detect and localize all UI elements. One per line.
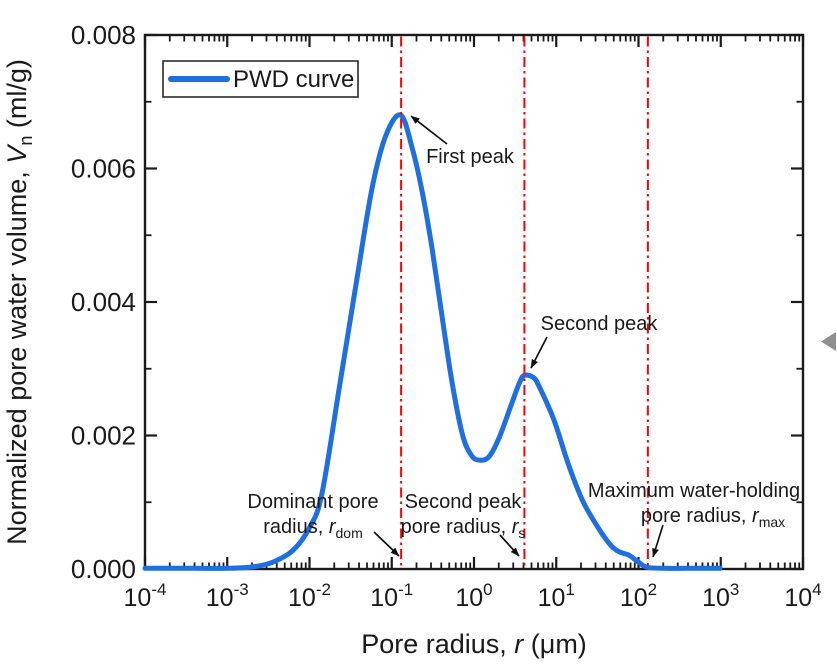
annotation-text: Dominant pore xyxy=(247,491,378,513)
y-tick-label: 0.004 xyxy=(71,287,136,317)
x-tick-label: 10-2 xyxy=(288,580,331,612)
annotation-second-peak: Second peak xyxy=(530,313,659,369)
x-tick-label: 104 xyxy=(784,580,821,612)
pwd-curve xyxy=(142,112,723,571)
x-tick-label: 101 xyxy=(538,580,575,612)
annotation-text: radius, rdom xyxy=(263,516,363,541)
annotation-text: Second peak xyxy=(541,313,659,335)
panel-collapse-arrow-icon[interactable] xyxy=(821,332,836,351)
x-tick-label: 103 xyxy=(702,580,739,612)
x-tick-label: 10-4 xyxy=(124,580,167,612)
annotation-arrow xyxy=(499,534,520,557)
y-tick-label: 0.000 xyxy=(71,554,136,584)
y-tick-label: 0.008 xyxy=(71,20,136,50)
x-tick-label: 10-1 xyxy=(370,580,413,612)
annotation-dominant-pore-radius: Dominant pore radius, rdom xyxy=(247,491,400,557)
annotation-arrow xyxy=(652,524,664,558)
annotation-text: pore radius, rs xyxy=(401,516,526,541)
legend: PWD curve xyxy=(162,60,359,98)
x-tick-label: 102 xyxy=(620,580,657,612)
x-tick-label: 10-3 xyxy=(206,580,249,612)
x-axis-title: Pore radius, r (μm) xyxy=(361,629,587,659)
y-tick-label: 0.002 xyxy=(71,421,136,451)
tick-labels: 10-4 10-3 10-2 10-1 100 101 102 103 104 0.000 0.00… xyxy=(71,20,822,612)
annotation-first-peak: First peak xyxy=(410,115,515,168)
annotation-arrow xyxy=(373,531,400,557)
annotation-text: Maximum water-holding xyxy=(588,480,800,502)
annotation-text: pore radius, rmax xyxy=(641,505,785,530)
annotation-maximum-water-holding-pore-radius: Maximum water-holding pore radius, rmax xyxy=(588,480,800,558)
annotation-text: Second peak xyxy=(405,491,523,513)
annotation-second-peak-pore-radius: Second peak pore radius, rs xyxy=(401,491,526,557)
x-tick-label: 100 xyxy=(455,580,492,612)
annotation-arrow xyxy=(410,115,448,145)
y-axis-title: Normalized pore water volume, Vn (ml/g) xyxy=(2,59,36,545)
annotation-arrow xyxy=(530,336,548,369)
y-tick-label: 0.006 xyxy=(71,154,136,184)
legend-label: PWD curve xyxy=(233,66,354,93)
plot-area: 10-4 10-3 10-2 10-1 100 101 102 103 104 0.000 0.00… xyxy=(71,20,822,612)
annotation-text: First peak xyxy=(426,146,515,168)
